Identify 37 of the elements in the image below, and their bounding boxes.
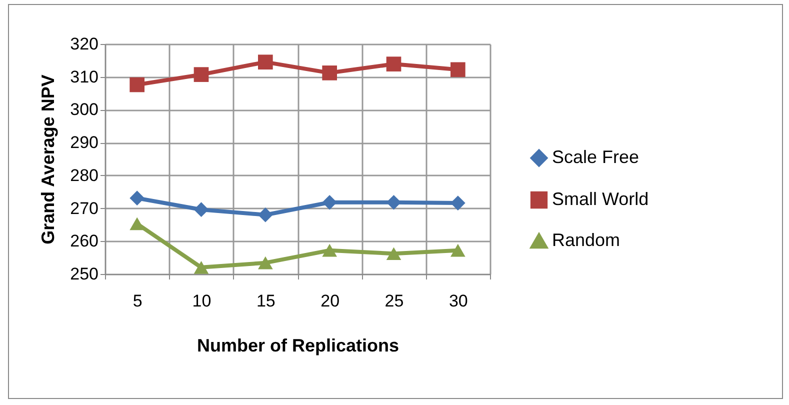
point: [130, 77, 144, 92]
y-tick-label: 280: [70, 166, 98, 185]
x-tick-label: 25: [384, 292, 404, 310]
point: [258, 54, 273, 70]
point: [450, 196, 466, 210]
point: [386, 247, 402, 260]
x-axis-title: Number of Replications: [196, 336, 400, 356]
y-tick-label: 310: [70, 67, 98, 86]
x-tick-label: 30: [448, 292, 468, 310]
point: [386, 56, 402, 72]
point: [386, 194, 402, 210]
point: [322, 66, 337, 80]
x-tick-label: 15: [256, 292, 276, 310]
point: [322, 194, 337, 210]
point: [322, 244, 337, 257]
point: [258, 207, 273, 222]
y-tick-label: 320: [70, 34, 98, 54]
point: [194, 67, 209, 82]
point: [450, 244, 466, 257]
legend-label: Small World: [552, 189, 649, 209]
point: [194, 261, 209, 274]
x-tick-label: 10: [192, 292, 212, 310]
y-tick-label: 290: [70, 133, 98, 152]
y-axis-title: Grand Average NPV: [38, 74, 58, 244]
point: [130, 217, 144, 230]
legend-label: Scale Free: [552, 147, 640, 167]
point: [194, 202, 209, 218]
point: [450, 62, 466, 78]
y-tick-label: 300: [70, 100, 98, 120]
point: [258, 256, 273, 270]
y-tick-label: 250: [70, 264, 98, 284]
y-tick-label: 260: [70, 232, 98, 251]
x-tick-label: 5: [132, 292, 142, 310]
point: [130, 190, 144, 206]
x-tick-label: 20: [320, 292, 340, 310]
legend-label: Random: [552, 230, 620, 250]
y-tick-label: 270: [70, 198, 98, 218]
